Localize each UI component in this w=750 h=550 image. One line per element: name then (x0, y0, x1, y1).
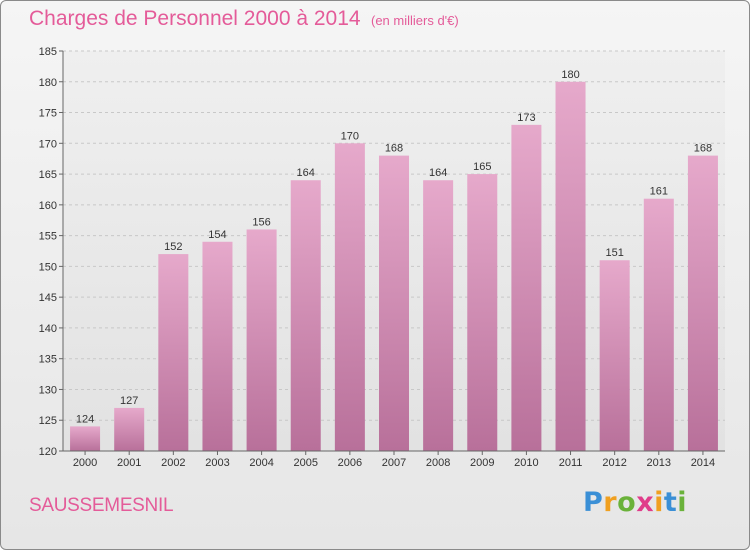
data-label: 164 (429, 167, 447, 179)
x-tick-label: 2006 (338, 457, 362, 469)
x-tick-label: 2012 (602, 457, 626, 469)
data-label: 151 (605, 247, 623, 259)
y-tick-label: 145 (39, 292, 57, 304)
logo-letter: t (663, 487, 678, 518)
x-tick-label: 2002 (161, 457, 185, 469)
data-label: 180 (561, 69, 579, 81)
y-tick-label: 140 (39, 323, 57, 335)
bar (202, 241, 233, 451)
x-tick-label: 2013 (647, 457, 671, 469)
bar (158, 254, 189, 451)
y-tick-label: 150 (39, 261, 57, 273)
y-tick-label: 180 (39, 77, 57, 89)
data-label: 170 (341, 130, 359, 142)
y-tick-label: 125 (39, 415, 57, 427)
place-name: SAUSSEMESNIL (29, 495, 174, 516)
x-tick-label: 2009 (470, 457, 494, 469)
y-tick-label: 185 (39, 46, 57, 58)
data-label: 124 (76, 413, 94, 425)
data-label: 127 (120, 395, 138, 407)
bar (70, 426, 101, 451)
chart-title: Charges de Personnel 2000 à 2014 (29, 7, 361, 30)
bar (246, 229, 277, 451)
bar (290, 180, 321, 451)
x-tick-label: 2010 (514, 457, 538, 469)
y-tick-label: 155 (39, 231, 57, 243)
bar (599, 260, 630, 451)
x-tick-label: 2014 (691, 457, 715, 469)
logo-letter: x (636, 487, 655, 518)
logo-letter: i (677, 487, 688, 518)
axes: 1201251301351401451501551601651701751801… (39, 46, 725, 469)
y-tick-label: 130 (39, 384, 57, 396)
bar (378, 155, 410, 451)
logo-letter: r (603, 487, 618, 518)
data-label: 165 (473, 161, 491, 173)
bar (114, 407, 145, 451)
chart-subtitle: (en milliers d'€) (371, 13, 459, 28)
data-label: 173 (517, 112, 535, 124)
logo-letter: i (654, 487, 664, 518)
x-tick-label: 2008 (426, 457, 450, 469)
y-tick-label: 170 (39, 138, 57, 150)
y-tick-label: 165 (39, 169, 57, 181)
y-tick-label: 175 (39, 108, 57, 120)
x-tick-label: 2004 (249, 457, 273, 469)
data-label: 161 (650, 186, 668, 198)
x-tick-label: 2011 (559, 457, 583, 469)
logo-letter: P (583, 487, 604, 518)
bar (643, 198, 674, 451)
data-label: 152 (164, 241, 182, 253)
x-tick-label: 2005 (293, 457, 317, 469)
data-label: 164 (297, 167, 315, 179)
x-tick-label: 2003 (205, 457, 229, 469)
y-tick-label: 160 (39, 200, 57, 212)
bar (687, 155, 718, 451)
y-tick-label: 120 (39, 446, 57, 458)
data-label: 168 (694, 143, 712, 155)
x-tick-label: 2007 (382, 457, 406, 469)
y-tick-label: 135 (39, 354, 57, 366)
bar (555, 81, 586, 452)
bar (334, 143, 365, 452)
proxiti-logo: Proxiti (583, 487, 687, 518)
bars: 124 127 152 154 156 164 170 168 164 165 173 180 151 1… (70, 69, 718, 452)
bar (511, 124, 542, 451)
logo-letter: o (617, 487, 637, 518)
data-label: 154 (208, 229, 226, 241)
bar (423, 180, 454, 451)
data-label: 168 (385, 143, 403, 155)
x-tick-label: 2001 (117, 457, 141, 469)
bar (467, 174, 498, 452)
x-tick-label: 2000 (73, 457, 97, 469)
data-label: 156 (252, 216, 270, 228)
